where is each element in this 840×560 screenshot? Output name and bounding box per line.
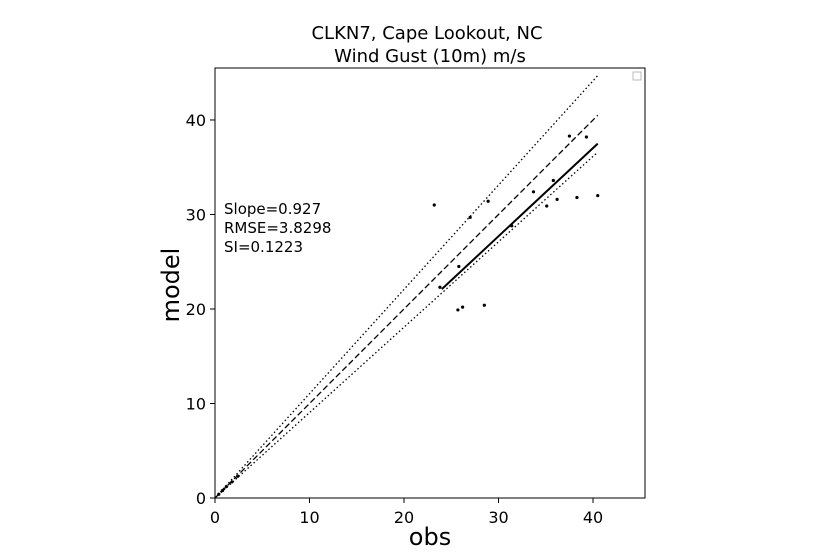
data-point-17 — [555, 197, 559, 201]
x-tick-label-20: 20 — [394, 508, 414, 527]
data-point-13 — [510, 224, 514, 228]
data-point-10 — [468, 215, 472, 219]
data-point-19 — [575, 195, 579, 200]
plot-frame — [214, 67, 646, 499]
reference-lines — [214, 75, 599, 499]
data-point-14 — [531, 190, 536, 194]
y-tick-label-0: 0 — [196, 489, 206, 508]
stat-si: SI=0.1223 — [224, 238, 303, 256]
data-point-9 — [461, 305, 465, 309]
y-tick-label-20: 20 — [186, 300, 206, 319]
data-point-21 — [596, 193, 600, 198]
y-tick-label-10: 10 — [186, 394, 206, 413]
data-point-12 — [486, 199, 490, 203]
stat-slope: Slope=0.927 — [224, 200, 321, 218]
chart-subtitle: Wind Gust (10m) m/s — [334, 46, 526, 67]
data-point-15 — [545, 204, 549, 208]
x-tick-label-0: 0 — [210, 508, 220, 527]
line-upper-bound — [214, 75, 599, 499]
data-point-20 — [584, 135, 589, 139]
line-one-to-one — [214, 114, 599, 499]
data-point-7 — [457, 264, 461, 269]
data-point-5 — [432, 203, 436, 207]
data-point-0 — [217, 492, 221, 496]
data-point-4 — [236, 474, 240, 478]
chart-title: CLKN7, Cape Lookout, NC — [311, 23, 542, 44]
line-fit — [441, 142, 599, 290]
data-point-16 — [551, 178, 555, 183]
y-tick-label-30: 30 — [186, 205, 206, 224]
x-tick-label-10: 10 — [299, 508, 319, 527]
data-point-1 — [220, 488, 225, 493]
data-point-8 — [456, 308, 460, 312]
data-point-18 — [567, 134, 571, 138]
x-tick-label-30: 30 — [488, 508, 508, 527]
data-points — [217, 134, 600, 496]
y-axis-label: model — [157, 248, 185, 323]
y-tick-label-40: 40 — [186, 111, 206, 130]
x-axis-label: obs — [409, 523, 451, 551]
stat-rmse: RMSE=3.8298 — [224, 219, 331, 237]
data-point-6 — [438, 285, 442, 289]
x-tick-label-40: 40 — [583, 508, 603, 527]
data-point-11 — [482, 303, 486, 307]
data-point-2 — [224, 485, 228, 489]
axis-ticks: 0 10 20 30 40 0 10 20 30 40 — [186, 111, 604, 527]
legend-box — [632, 71, 642, 81]
data-point-3 — [230, 480, 234, 484]
